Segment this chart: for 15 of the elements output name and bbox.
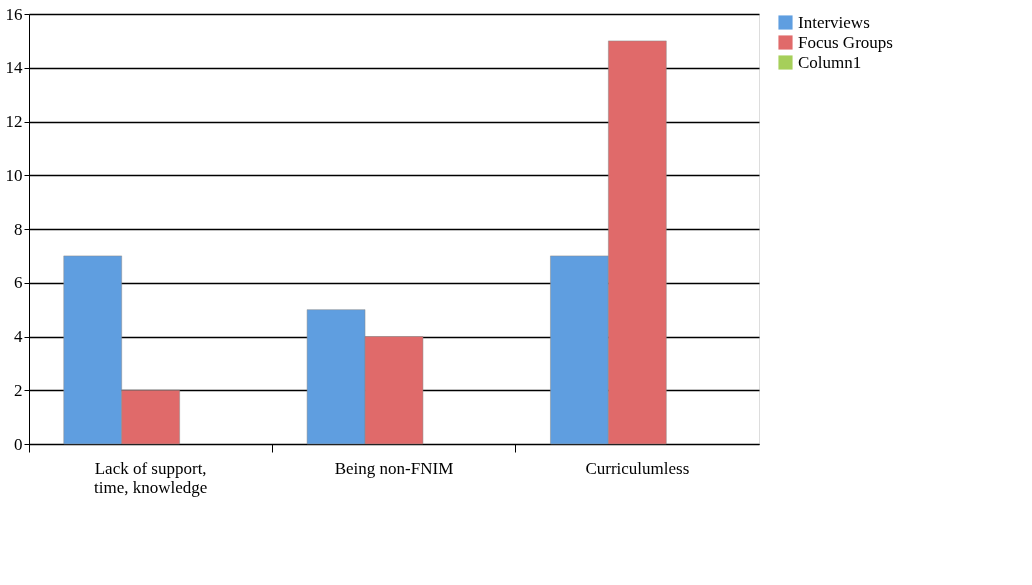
y-tick-label: 8: [14, 219, 23, 239]
y-tick-label: 4: [14, 327, 23, 346]
x-tick-label: Being non-FNIM: [334, 458, 454, 478]
y-tick-label: 10: [5, 165, 23, 185]
x-tick-label: Curriculumless: [585, 458, 690, 478]
y-tick-label: 2: [14, 380, 23, 400]
y-tick-label: 6: [14, 273, 23, 293]
y-tick-label: 16: [5, 4, 23, 24]
legend-label: Column1: [798, 52, 862, 72]
x-tick-label: Lack of support, time, knowledge: [94, 458, 208, 497]
y-tick-label: 14: [5, 58, 23, 78]
y-tick-label: 12: [5, 112, 23, 131]
legend-label: Focus Groups: [798, 32, 893, 52]
legend-label: Interviews: [798, 12, 870, 32]
y-tick-label: 0: [14, 434, 23, 454]
